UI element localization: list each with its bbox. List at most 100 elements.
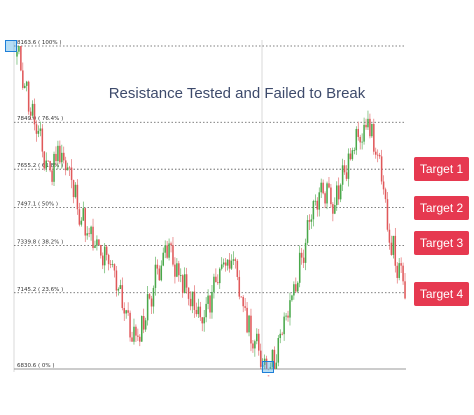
candle-up [336,185,338,206]
candle-up [361,141,363,143]
candle-down [316,200,319,210]
candle-down [135,326,137,336]
swing-low-marker [262,361,274,373]
candle-up [176,263,178,277]
candle-up [53,153,55,182]
candle-up [39,128,42,131]
candle-up [152,287,155,307]
candle-down [178,263,180,276]
candle-down [41,128,44,152]
candle-down [193,291,196,310]
candle-up [248,315,250,333]
candle-down [300,252,303,258]
candle-down [22,70,24,88]
candle-down [258,333,260,351]
candle-up [191,291,194,307]
candle-up [203,317,205,324]
candle-down [378,154,381,157]
candle-down [238,276,241,297]
candle-down [265,358,268,369]
fib-level-label: 7339.8 ( 38.2% ) [17,240,63,246]
candle-down [72,180,75,198]
candle-down [400,263,402,266]
target-4-label: Target 4 [414,282,469,306]
candle-down [121,285,124,309]
candle-up [269,366,272,369]
candle-down [273,349,276,369]
candle-down [324,193,326,204]
candle-down [107,254,110,265]
fib-level-label: 8163.6 ( 100% ) [17,40,62,46]
candle-down [172,245,174,265]
candle-up [96,239,98,246]
candle-up [312,201,315,220]
candle-up [291,295,293,301]
candle-up [289,300,291,318]
candle-up [119,285,122,289]
candle-down [384,189,387,200]
candle-up [392,235,395,255]
candle-down [349,153,352,160]
candle-up [326,183,328,204]
candle-down [224,262,227,266]
candle-down [252,343,254,349]
candle-down [47,160,49,162]
candle-down [267,375,270,377]
candle-down [63,152,65,161]
candle-up [74,184,77,198]
candle-up [271,349,274,367]
candle-up [25,81,28,86]
candle-up [82,208,85,221]
candle-down [98,239,100,246]
candle-down [201,317,203,324]
candle-up [283,316,285,335]
candle-up [256,333,258,342]
candle-up [351,150,354,160]
candle-down [199,306,202,318]
candle-down [129,312,131,338]
candle-up [180,275,182,277]
candle-down [55,153,57,162]
candle-up [254,341,256,349]
candle-down [345,172,348,179]
candle-up [80,220,83,225]
candle-up [144,320,147,330]
candle-down [343,165,346,173]
candle-up [162,252,164,266]
fib-level-label: 7849.0 ( 76.4% ) [17,116,63,122]
candle-down [64,160,67,171]
candle-up [298,252,301,283]
candle-up [207,295,209,304]
candle-down [375,151,377,155]
candle-down [295,284,297,292]
candle-down [394,235,397,266]
candle-up [37,130,40,134]
candle-up [18,46,20,52]
candle-down [84,208,86,236]
candle-down [402,265,404,282]
candle-up [154,264,157,288]
candle-up [232,259,235,261]
candle-up [310,219,313,222]
candle-up [111,264,114,266]
fib-level-label: 7145.2 ( 23.6% ) [17,287,63,293]
candle-down [376,154,379,156]
candle-up [86,233,88,236]
candle-up [211,291,213,313]
candle-down [228,259,231,269]
candle-up [230,260,233,269]
candle-down [242,297,244,307]
candle-down [388,229,391,243]
candle-down [187,287,190,299]
candle-down [404,281,406,299]
candle-down [328,183,330,188]
candle-down [369,118,371,137]
candle-down [49,161,51,171]
candle-up [205,303,207,318]
candle-down [357,128,359,137]
candle-down [365,124,367,128]
candle-up [146,294,149,321]
candle-down [123,308,125,314]
candle-down [105,246,108,255]
candle-down [244,306,246,308]
